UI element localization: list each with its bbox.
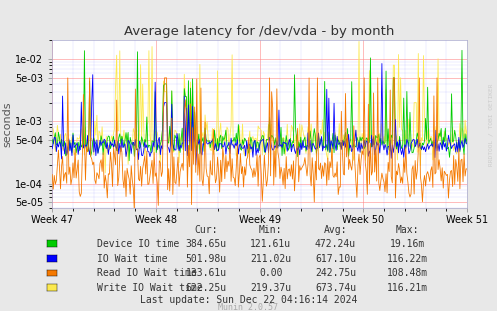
Text: 116.21m: 116.21m <box>387 283 428 293</box>
Text: Avg:: Avg: <box>324 225 347 234</box>
Text: RRDTOOL / TOBI OETIKER: RRDTOOL / TOBI OETIKER <box>489 83 494 166</box>
Text: Device IO time: Device IO time <box>97 239 179 249</box>
Text: 617.10u: 617.10u <box>315 254 356 264</box>
Text: Write IO Wait time: Write IO Wait time <box>97 283 203 293</box>
Text: Max:: Max: <box>396 225 419 234</box>
Text: 384.65u: 384.65u <box>186 239 227 249</box>
Title: Average latency for /dev/vda - by month: Average latency for /dev/vda - by month <box>124 25 395 38</box>
Text: Cur:: Cur: <box>194 225 218 234</box>
Y-axis label: seconds: seconds <box>2 102 12 147</box>
Text: 211.02u: 211.02u <box>250 254 291 264</box>
Text: 501.98u: 501.98u <box>186 254 227 264</box>
Text: 116.22m: 116.22m <box>387 254 428 264</box>
Text: 242.75u: 242.75u <box>315 268 356 278</box>
Text: IO Wait time: IO Wait time <box>97 254 167 264</box>
Text: 673.74u: 673.74u <box>315 283 356 293</box>
Text: Min:: Min: <box>259 225 283 234</box>
Text: 133.61u: 133.61u <box>186 268 227 278</box>
Text: Munin 2.0.57: Munin 2.0.57 <box>219 303 278 311</box>
Text: Last update: Sun Dec 22 04:16:14 2024: Last update: Sun Dec 22 04:16:14 2024 <box>140 295 357 305</box>
Text: 472.24u: 472.24u <box>315 239 356 249</box>
Text: 108.48m: 108.48m <box>387 268 428 278</box>
Text: Read IO Wait time: Read IO Wait time <box>97 268 197 278</box>
Text: 19.16m: 19.16m <box>390 239 425 249</box>
Text: 622.25u: 622.25u <box>186 283 227 293</box>
Text: 0.00: 0.00 <box>259 268 283 278</box>
Text: 219.37u: 219.37u <box>250 283 291 293</box>
Text: 121.61u: 121.61u <box>250 239 291 249</box>
